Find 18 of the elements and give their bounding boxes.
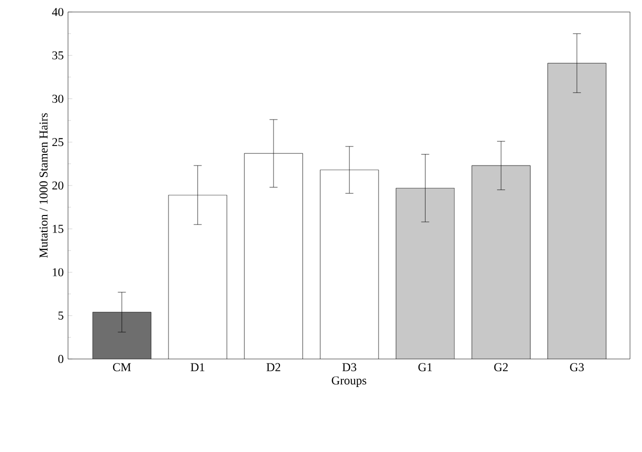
x-tick-label: D2 xyxy=(266,363,280,372)
y-tick-label: 0 xyxy=(58,354,64,364)
x-axis-title: Groups xyxy=(332,376,366,387)
y-tick-label: 30 xyxy=(52,94,64,103)
y-tick-label: 5 xyxy=(58,312,64,320)
y-tick-label: 25 xyxy=(52,138,64,146)
y-tick-label: 20 xyxy=(52,181,64,190)
y-tick-label: 10 xyxy=(52,268,64,276)
x-tick-label: D3 xyxy=(342,363,356,372)
y-axis-title: Mutation / 1000 Stamen Hairs xyxy=(40,113,48,258)
y-tick-label: 15 xyxy=(52,224,64,233)
x-tick-label: CM xyxy=(113,363,131,372)
y-tick-label: 40 xyxy=(52,8,64,16)
x-tick-label: D1 xyxy=(190,363,204,372)
x-tick-label: G2 xyxy=(494,363,508,372)
x-tick-label: G1 xyxy=(418,363,432,372)
y-tick-label: 35 xyxy=(52,51,64,60)
x-tick-label: G3 xyxy=(570,363,584,372)
